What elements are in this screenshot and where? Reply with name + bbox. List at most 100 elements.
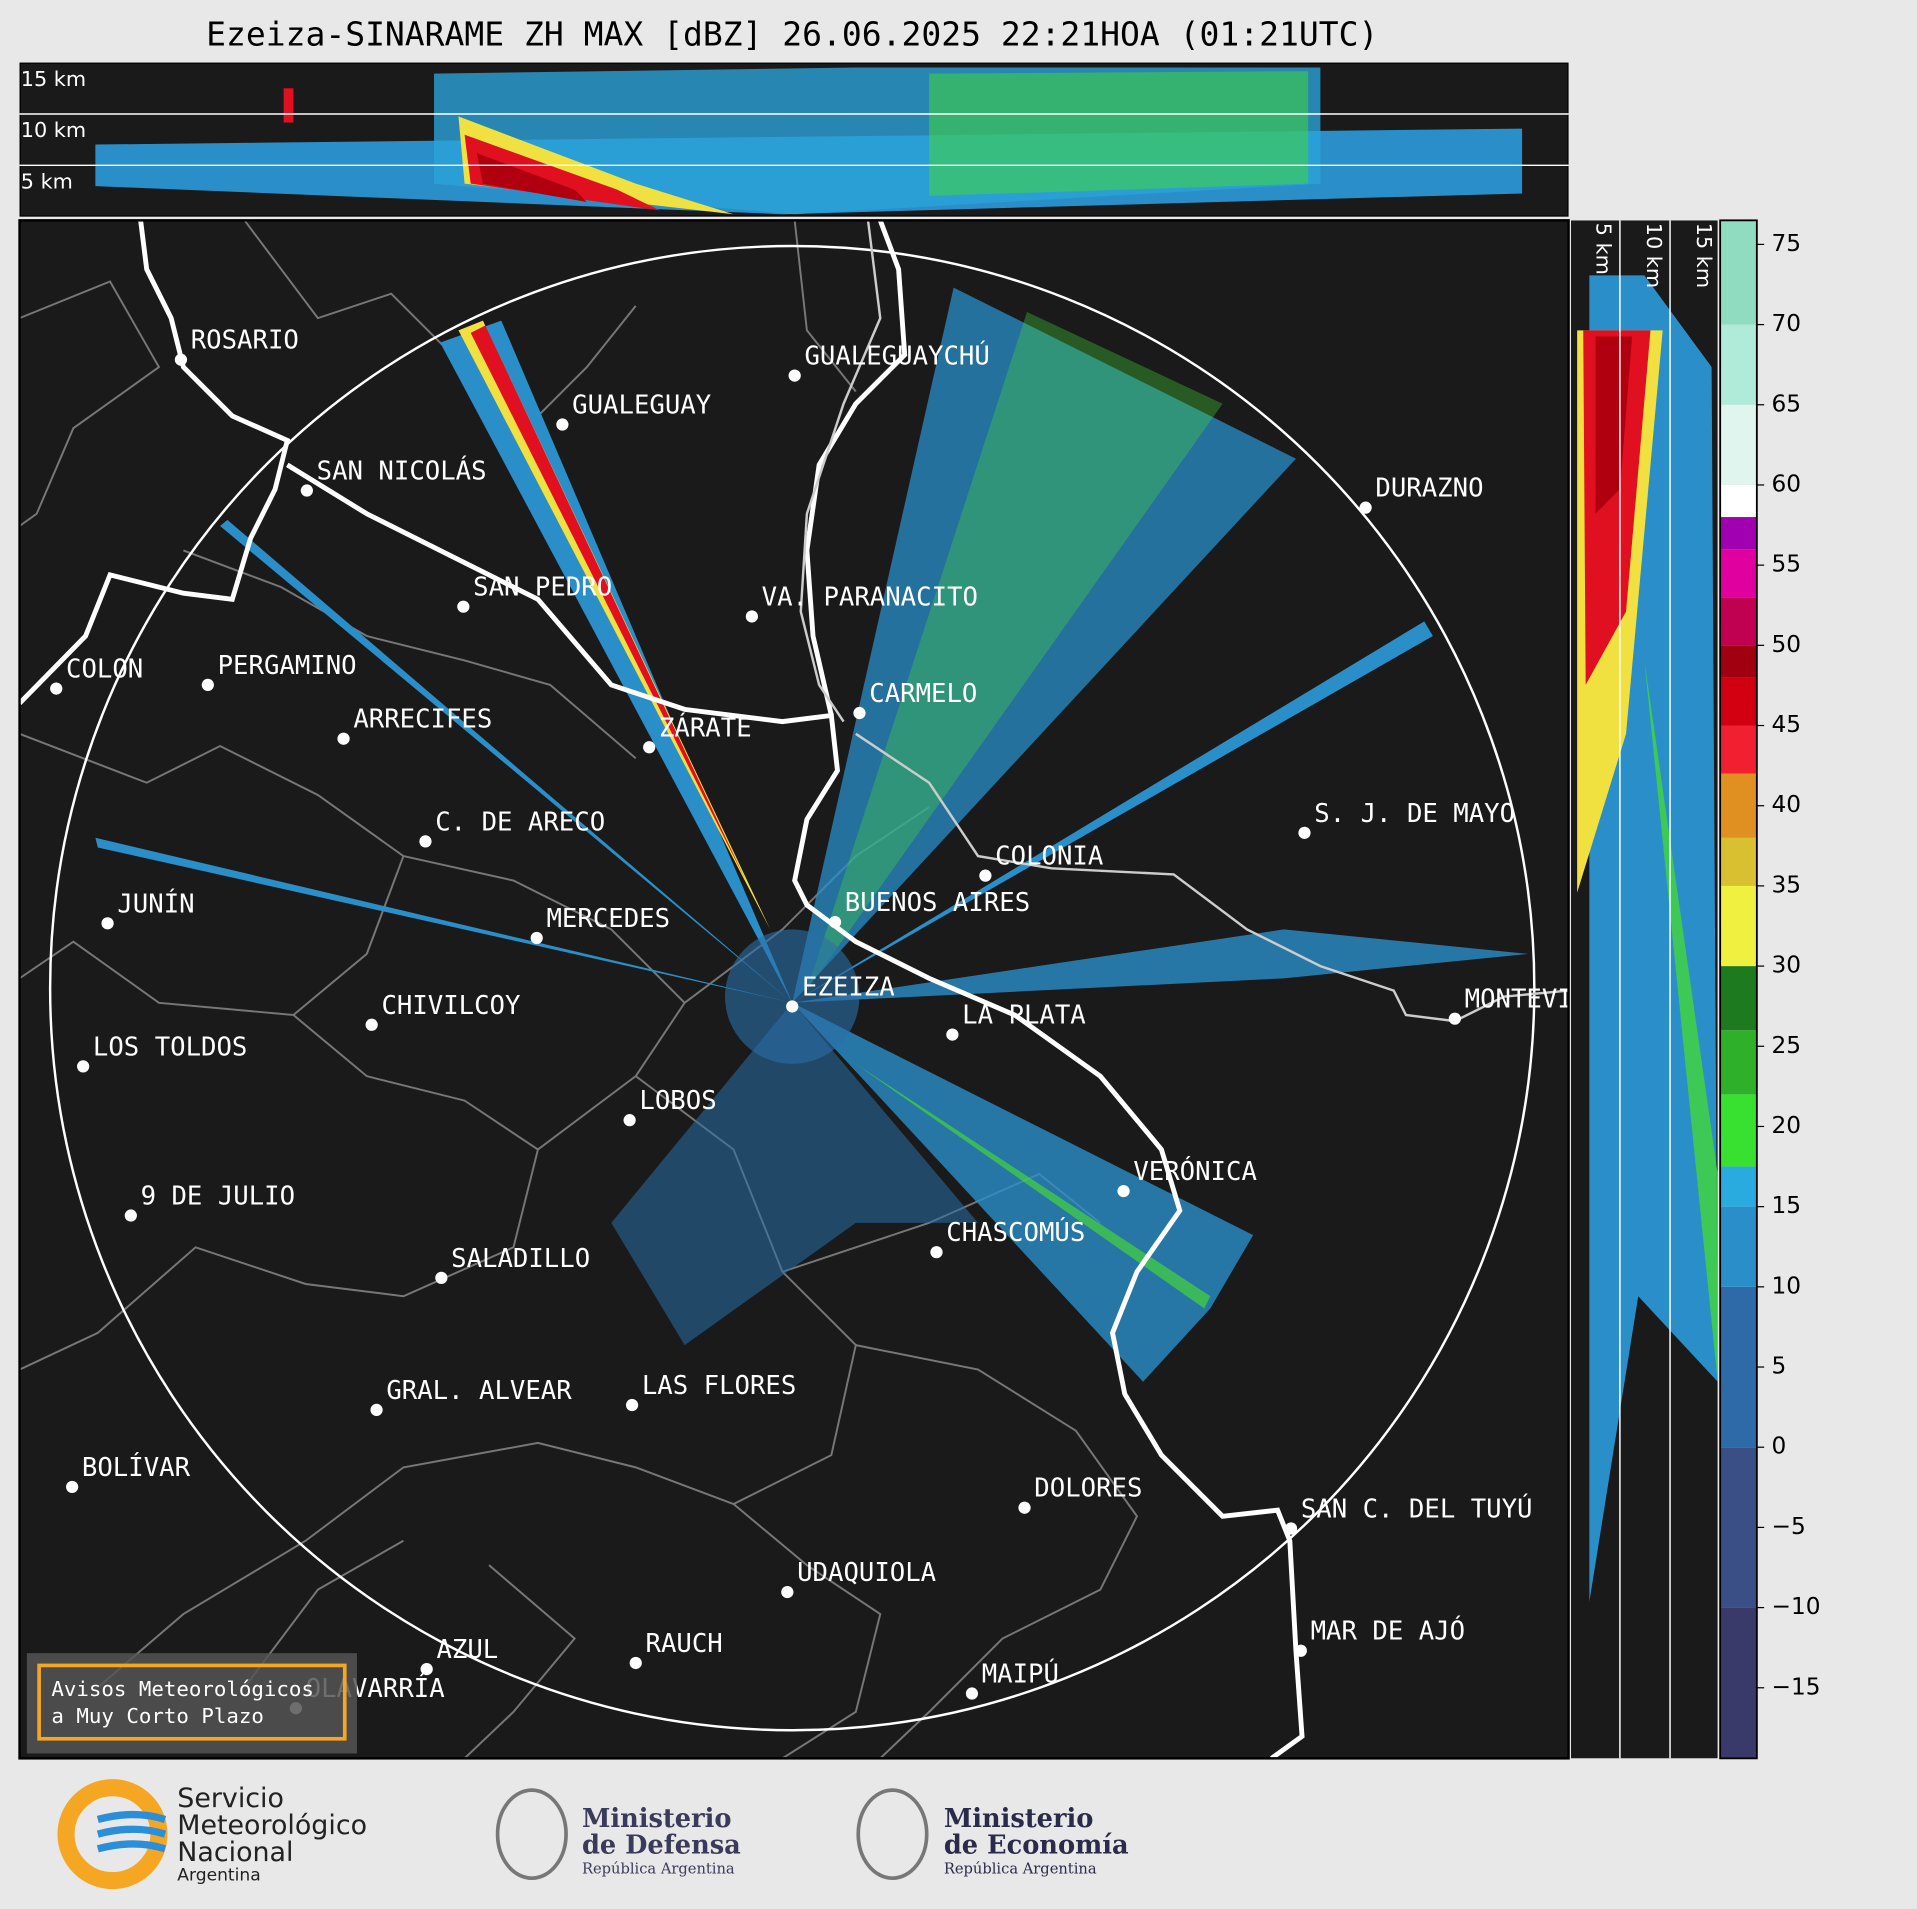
colorbar-band <box>1720 725 1757 774</box>
city-label: MAIPÚ <box>982 1658 1059 1690</box>
city-dot <box>556 418 569 431</box>
city-dot <box>930 1246 943 1259</box>
colorbar-tick-label: 30 <box>1772 952 1802 979</box>
colorbar-band <box>1720 1206 1757 1287</box>
city-dot <box>420 1662 433 1676</box>
city-dot <box>745 610 758 623</box>
colorbar-band <box>1720 1094 1757 1167</box>
city-dot <box>625 1398 639 1412</box>
city-label: JUNÍN <box>117 887 194 919</box>
logo-defensa: Ministerio de Defensa República Argentin… <box>495 1788 741 1880</box>
city-dot <box>370 1403 383 1417</box>
city-dot <box>66 1480 79 1494</box>
colorbar-band <box>1720 1030 1757 1095</box>
city-label: VERÓNICA <box>1133 1155 1257 1187</box>
city-label: BOLÍVAR <box>82 1451 191 1483</box>
colorbar-tick-label: 35 <box>1772 871 1802 898</box>
colorbar-band <box>1720 645 1757 678</box>
city-dot <box>201 678 214 692</box>
city-dot <box>853 706 866 720</box>
city-label: MERCEDES <box>546 904 670 934</box>
colorbar-band <box>1720 324 1757 405</box>
logo-text: Argentina <box>177 1866 260 1886</box>
city-label: CARMELO <box>869 679 977 709</box>
colorbar-band <box>1720 404 1757 485</box>
city-label: GUALEGUAYCHÚ <box>804 340 989 372</box>
city-dot <box>365 1018 378 1031</box>
height-label: 15 km <box>21 67 86 91</box>
city-dot <box>965 1687 979 1700</box>
city-label: SAN C. DEL TUYÚ <box>1301 1492 1533 1524</box>
city-label: COLONIA <box>995 842 1103 872</box>
city-label: LOBOS <box>639 1086 716 1116</box>
city-dot <box>1298 826 1311 839</box>
height-label: 10 km <box>21 118 86 142</box>
colorbar-tick-label: 5 <box>1772 1353 1787 1380</box>
city-label: UDAQUIOLA <box>797 1558 936 1588</box>
city-dot <box>457 600 470 613</box>
city-dot <box>101 917 114 930</box>
side-panel <box>1571 220 1718 1759</box>
colorbar-tick-label: 15 <box>1772 1192 1802 1219</box>
colorbar-band <box>1720 966 1757 1031</box>
city-dot <box>1359 501 1372 514</box>
city-label: S. J. DE MAYO <box>1314 799 1515 829</box>
radar-echoes <box>95 287 1529 1382</box>
city-label: LAS FLORES <box>642 1371 796 1401</box>
city-label: C. DE ARECO <box>435 807 605 837</box>
city-label: GUALEGUAY <box>572 391 711 421</box>
colorbar-band <box>1720 1286 1757 1448</box>
city-label: DOLORES <box>1034 1474 1142 1504</box>
city-label: SAN NICOLÁS <box>317 455 487 487</box>
colorbar-band <box>1720 517 1757 550</box>
city-dot <box>1294 1644 1307 1657</box>
city-label: ZÁRATE <box>659 711 752 743</box>
city-dot <box>629 1656 642 1670</box>
city-dot <box>786 1000 799 1013</box>
colorbar-band <box>1720 1166 1757 1207</box>
warning-text: Avisos Meteorológicos <box>51 1677 314 1701</box>
city-label: LA PLATA <box>962 1001 1086 1031</box>
colorbar-frame <box>1719 219 1758 1760</box>
city-label: COLON <box>66 655 143 685</box>
colorbar-tick-label: 75 <box>1772 230 1802 257</box>
colorbar-band <box>1720 549 1757 598</box>
city-dot <box>643 741 656 754</box>
colorbar-band <box>1720 773 1757 838</box>
city-dot <box>1284 1522 1298 1535</box>
height-label: 5 km <box>21 170 73 194</box>
logo-text: Ministerio <box>944 1804 1094 1834</box>
city-dot <box>77 1060 90 1073</box>
colorbar-tick-label: 60 <box>1772 470 1802 497</box>
city-label: GRAL. ALVEAR <box>386 1376 572 1406</box>
colorbar-tick-label: 65 <box>1772 390 1802 417</box>
city-dot <box>419 835 432 848</box>
city-label: EZEIZA <box>802 972 895 1002</box>
colorbar-tick-label: 10 <box>1772 1272 1802 1299</box>
height-label: 5 km <box>1592 223 1616 275</box>
colorbar-band <box>1720 484 1757 518</box>
city-dot <box>979 869 992 882</box>
city-dot <box>124 1209 137 1222</box>
logo-text: de Defensa <box>582 1831 741 1861</box>
city-label: MONTEVIDEO <box>1465 985 1619 1015</box>
colorbar-tick-label: 40 <box>1772 791 1802 818</box>
colorbar-tick-label: −5 <box>1772 1513 1806 1540</box>
city-label: PERGAMINO <box>218 651 357 681</box>
city-dot <box>1117 1184 1130 1198</box>
logo-text: Ministerio <box>582 1804 732 1834</box>
city-label: BUENOS AIRES <box>845 888 1030 918</box>
colorbar-band <box>1720 220 1757 325</box>
logo-text: República Argentina <box>944 1860 1097 1877</box>
logo-smn: Servicio Meteorológico Nacional Argentin… <box>57 1779 367 1890</box>
city-dot <box>530 931 543 945</box>
map-frame <box>18 219 1570 1760</box>
colorbar-band <box>1720 677 1757 726</box>
city-dot <box>50 682 63 695</box>
city-dot <box>623 1114 636 1127</box>
colorbar-tick-label: −15 <box>1772 1673 1821 1700</box>
city-label: MAR DE AJÓ <box>1311 1615 1465 1647</box>
city-dot <box>781 1585 794 1599</box>
colorbar-band <box>1720 1447 1757 1608</box>
